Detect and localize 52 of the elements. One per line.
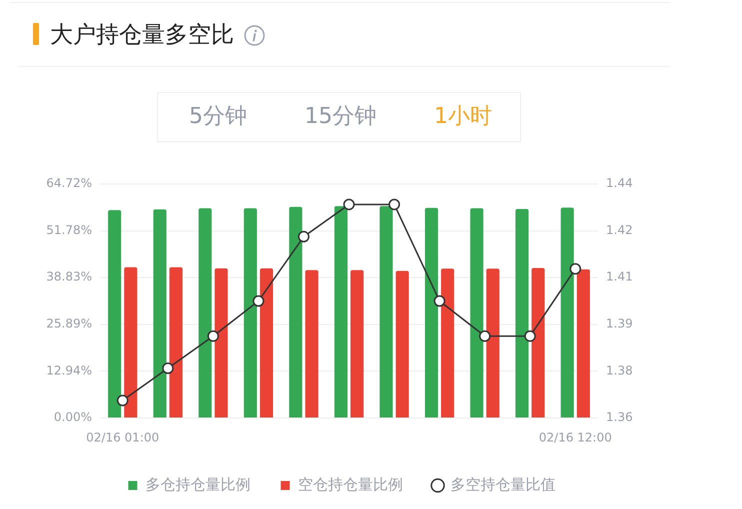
bar (470, 208, 484, 418)
x-tick-label: 02/16 01:00 (86, 430, 160, 444)
bar (334, 206, 348, 418)
legend-label: 空仓持仓量比例 (298, 475, 403, 494)
point (524, 330, 536, 342)
bar (153, 209, 166, 418)
bar (532, 268, 545, 418)
bar (108, 210, 122, 418)
y2-tick-label: 1.42 (606, 222, 633, 237)
y2-tick-label: 1.36 (606, 410, 633, 424)
bar (124, 267, 138, 418)
bar (560, 208, 574, 418)
bar (198, 208, 212, 418)
point (298, 230, 310, 242)
legend-label: 多空持仓量比值 (450, 475, 556, 494)
point (570, 263, 582, 275)
bar (350, 270, 364, 418)
segmented-control: 5分钟 15分钟 1小时 (157, 92, 521, 142)
y-tick-label: 12.94% (46, 363, 92, 378)
bar (441, 268, 454, 418)
bar (305, 270, 318, 418)
bar (396, 270, 409, 418)
bar (289, 206, 302, 418)
bar (576, 269, 590, 418)
y-tick-label: 64.72% (46, 176, 92, 190)
y-tick-label: 38.83% (46, 270, 92, 284)
bar (244, 208, 257, 418)
bar (516, 209, 529, 418)
bar (169, 267, 182, 418)
chart-title: 大户持仓量多空比 (50, 21, 234, 50)
bar (486, 268, 500, 418)
y2-tick-label: 1.39 (606, 316, 633, 331)
point (252, 295, 264, 307)
y2-tick-label: 1.41 (606, 270, 633, 284)
legend-label: 多仓持仓量比例 (145, 475, 250, 494)
y-tick-label: 25.89% (46, 316, 92, 331)
bar (260, 268, 274, 418)
y2-tick-label: 1.44 (606, 176, 633, 190)
y-tick-label: 0.00% (54, 410, 92, 424)
y2-tick-label: 1.38 (606, 363, 633, 378)
point (207, 330, 219, 342)
bar (214, 268, 228, 418)
point (479, 330, 491, 342)
point (116, 394, 128, 406)
point (343, 198, 355, 210)
point (434, 295, 446, 307)
x-tick-label: 02/16 12:00 (538, 430, 612, 444)
bar (380, 206, 393, 418)
y-tick-label: 51.78% (46, 222, 92, 237)
bar (424, 208, 438, 418)
point (388, 198, 400, 210)
point (162, 362, 174, 374)
